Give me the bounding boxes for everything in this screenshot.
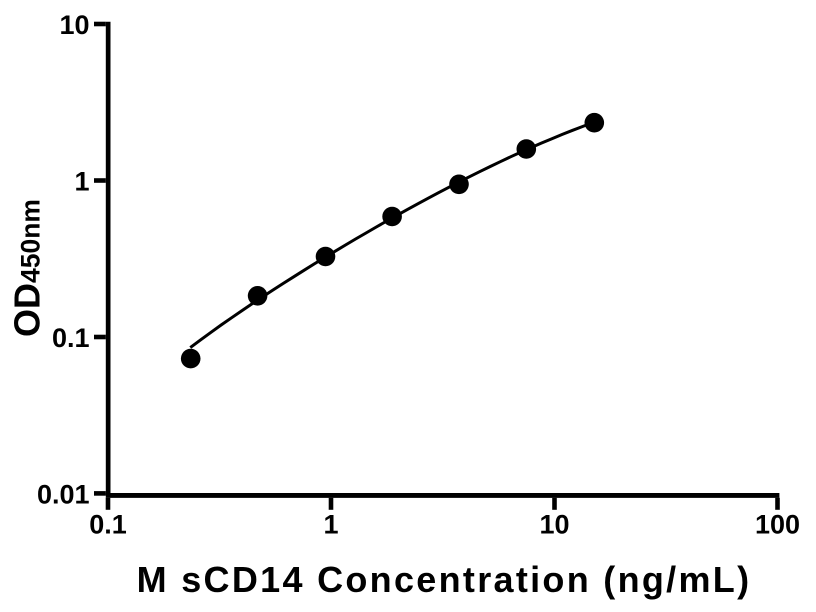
svg-text:1: 1 [323,510,338,540]
svg-text:0.1: 0.1 [52,323,90,353]
svg-text:1: 1 [74,167,89,197]
svg-text:0.1: 0.1 [89,510,127,540]
svg-text:100: 100 [755,510,800,540]
svg-text:M sCD14 Concentration (ng/mL): M sCD14 Concentration (ng/mL) [137,559,752,600]
svg-text:0.01: 0.01 [37,480,90,510]
svg-text:10: 10 [539,510,569,540]
svg-text:10: 10 [59,10,89,40]
